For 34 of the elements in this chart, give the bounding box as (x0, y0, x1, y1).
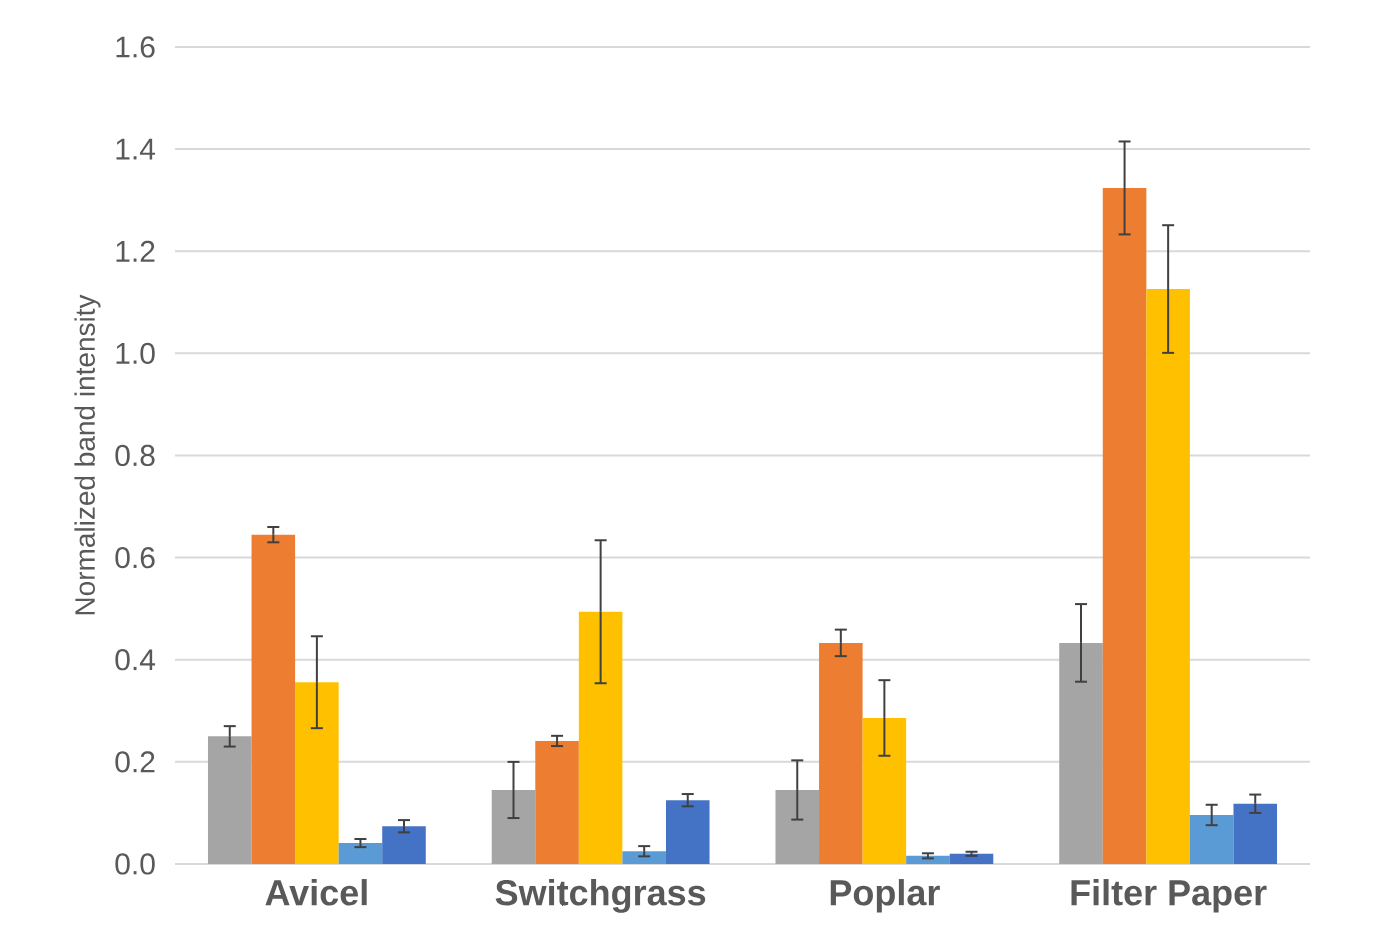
y-axis-title: Normalized band intensity (74, 294, 101, 615)
bar (491, 789, 536, 864)
bar (578, 611, 623, 864)
bar (1102, 187, 1147, 864)
bar (949, 853, 994, 864)
x-tick-label: Avicel (265, 879, 367, 906)
y-tick-label: 0.0 (115, 853, 155, 875)
y-tick-label: 0.4 (115, 649, 156, 671)
bar (338, 843, 383, 864)
bar (251, 534, 296, 864)
y-tick-label: 1.2 (116, 240, 155, 262)
y-tick-label: 0.6 (115, 547, 155, 569)
bar (862, 717, 907, 864)
y-tick-label: 1.0 (116, 342, 155, 364)
x-tick-label: Filter Paper (1071, 879, 1267, 913)
bar (382, 826, 426, 864)
y-tick-label: 0.2 (115, 751, 155, 773)
x-tick-label: Poplar (830, 879, 940, 913)
y-tick-label: 1.4 (116, 138, 156, 160)
bar (1189, 814, 1234, 864)
bar (1059, 642, 1103, 864)
bar (819, 642, 863, 864)
bar (207, 736, 252, 864)
bar (535, 740, 579, 864)
x-tick-label: Switchgrass (495, 879, 706, 913)
bar (906, 855, 950, 864)
bar (1233, 803, 1278, 864)
y-tick-label: 0.8 (115, 444, 155, 467)
bar (295, 682, 339, 864)
y-tick-label: 1.6 (116, 36, 155, 58)
bar (775, 789, 820, 864)
bar (622, 851, 666, 864)
bar (665, 800, 710, 864)
bar (1146, 289, 1190, 864)
